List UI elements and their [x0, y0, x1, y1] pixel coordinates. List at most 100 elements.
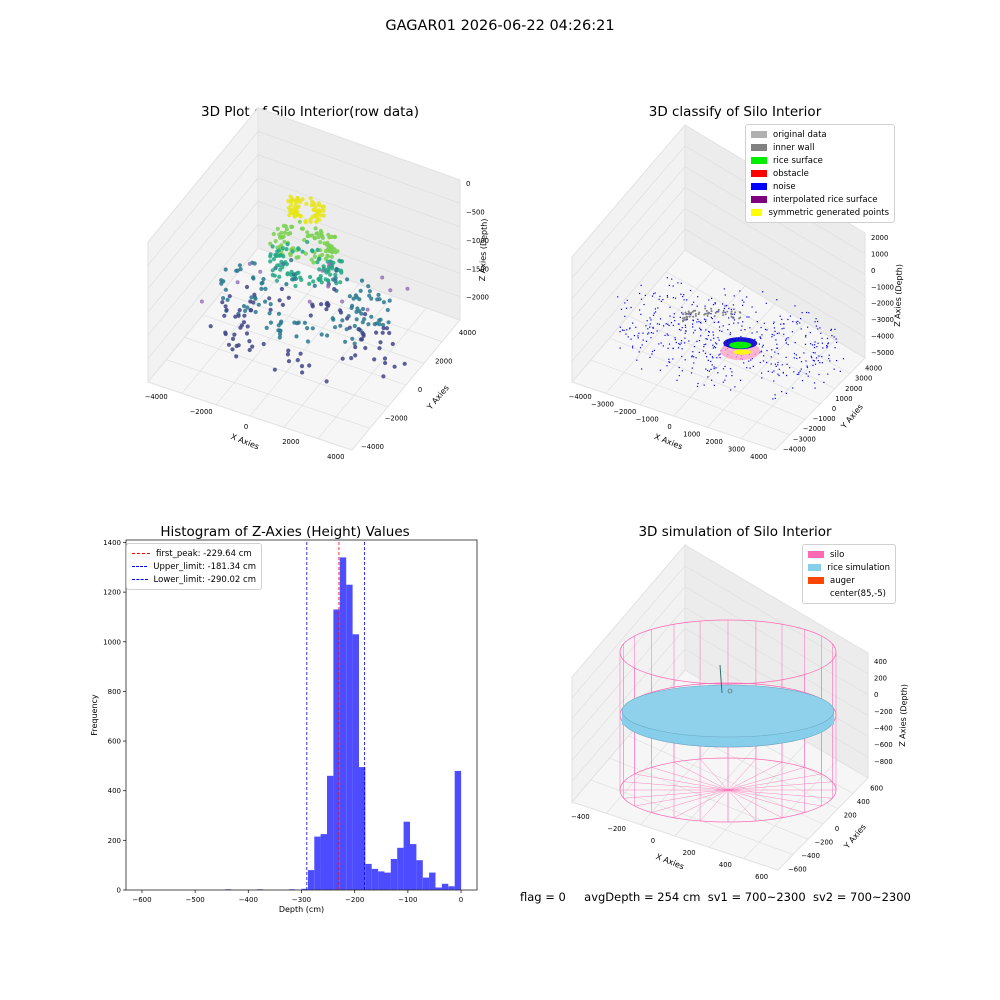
raw-point — [299, 364, 305, 369]
noise-point — [727, 329, 729, 331]
raw-point — [328, 272, 333, 277]
noise-point — [752, 365, 754, 367]
raw-point — [286, 348, 291, 353]
silo-floor-wire — [727, 762, 783, 791]
hist-bar — [454, 770, 462, 890]
noise-point — [626, 329, 628, 331]
raw-point — [279, 286, 284, 292]
raw-point — [381, 374, 386, 379]
noise-point — [667, 323, 669, 325]
raw-point — [343, 339, 348, 344]
x-tick-label: −600 — [132, 896, 151, 904]
noise-point — [696, 340, 698, 342]
y-tick-label: −2000 — [803, 425, 826, 433]
z-tick-label: −500 — [466, 209, 485, 217]
raw-point — [311, 279, 316, 284]
raw-point — [223, 304, 228, 309]
raw-point — [263, 299, 268, 304]
noise-point — [811, 357, 813, 359]
legend-label: rice surface — [773, 155, 823, 166]
y-tick-label: 1400 — [103, 539, 121, 547]
noise-point — [652, 327, 654, 329]
silo-floor-wire — [727, 789, 783, 818]
inner-wall-point — [691, 310, 694, 313]
raw-point — [299, 277, 304, 282]
hist-bar — [307, 870, 315, 890]
noise-point — [716, 357, 718, 359]
raw-point — [245, 324, 250, 329]
raw-point — [285, 242, 290, 247]
inner-wall-point — [682, 319, 685, 322]
rice-surface — [729, 341, 752, 349]
raw-point — [249, 295, 254, 300]
noise-point — [800, 361, 803, 363]
status-line: flag = 0 avgDepth = 254 cm sv1 = 700~230… — [520, 890, 911, 904]
swatch-obstacle — [751, 170, 767, 177]
inner-wall-point — [684, 311, 687, 314]
grid-line — [147, 224, 259, 359]
z-tick-label: 0 — [466, 180, 470, 188]
noise-point — [821, 337, 823, 339]
y-tick-label: 0 — [117, 887, 121, 895]
noise-point — [662, 325, 665, 327]
raw-point — [310, 199, 315, 204]
hist-bar — [422, 877, 430, 890]
noise-point — [812, 352, 814, 354]
noise-point — [685, 330, 687, 332]
raw-point — [274, 278, 280, 283]
noise-point — [681, 370, 683, 372]
noise-point — [710, 313, 712, 315]
noise-point — [696, 305, 698, 307]
raw-point — [252, 292, 257, 297]
noise-point — [671, 278, 673, 280]
noise-point — [710, 339, 712, 341]
noise-point — [748, 316, 750, 318]
noise-point — [683, 299, 685, 301]
noise-point — [731, 371, 733, 373]
raw-point — [284, 247, 289, 252]
hist-bar — [358, 767, 366, 890]
silo-floor-wire — [727, 789, 805, 813]
noise-point — [712, 334, 714, 336]
z-tick-label: −2000 — [871, 300, 894, 308]
raw-point — [320, 235, 325, 241]
raw-point — [320, 268, 325, 273]
noise-point — [620, 308, 623, 310]
noise-point — [651, 353, 653, 355]
raw-point — [338, 308, 343, 313]
noise-point — [724, 379, 726, 381]
x-axis-label: X Axies — [230, 432, 261, 451]
noise-point — [680, 282, 682, 284]
noise-point — [624, 315, 626, 317]
noise-point — [693, 346, 696, 348]
raw-point — [354, 309, 359, 314]
noise-point — [814, 341, 816, 343]
noise-point — [836, 360, 838, 362]
silo-floor-wire — [699, 758, 729, 791]
raw-point — [316, 210, 321, 215]
grid-line — [239, 270, 443, 342]
raw-point — [288, 231, 293, 236]
noise-point — [692, 323, 694, 325]
noise-point — [692, 332, 695, 334]
raw-point — [244, 284, 250, 290]
noise-point — [771, 333, 773, 336]
noise-point — [723, 310, 725, 312]
noise-point — [728, 323, 730, 326]
noise-point — [680, 329, 682, 331]
noise-point — [711, 356, 713, 358]
inner-wall-point — [688, 315, 691, 318]
legend-item-original-data: original data — [751, 128, 889, 141]
raw-point — [352, 323, 357, 329]
noise-point — [823, 381, 825, 383]
noise-point — [713, 321, 715, 323]
raw-point — [199, 299, 204, 304]
noise-point — [781, 364, 783, 366]
noise-point — [703, 344, 705, 346]
raw-point — [285, 272, 290, 277]
noise-point — [724, 311, 726, 313]
noise-point — [761, 334, 763, 336]
legend-label: inner wall — [773, 142, 815, 153]
inner-wall-point — [713, 315, 716, 318]
noise-point — [681, 348, 683, 350]
